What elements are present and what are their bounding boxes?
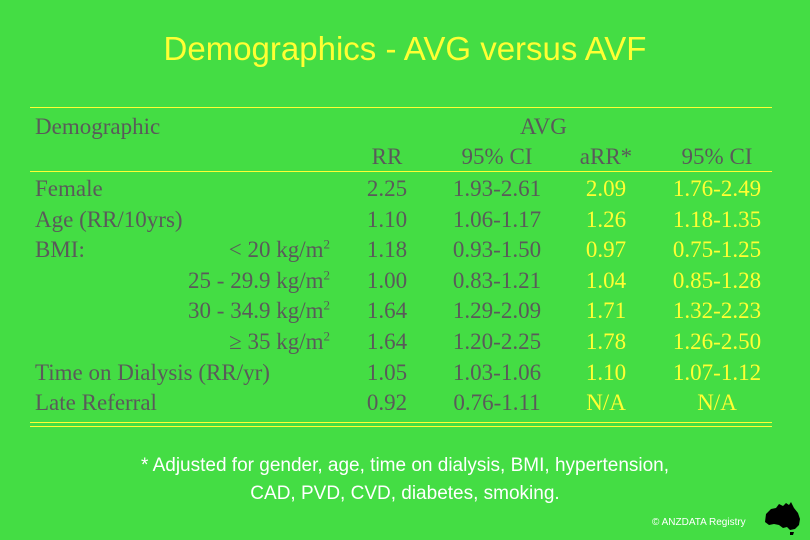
row-label: Age (RR/10yrs) — [35, 207, 183, 232]
row-sublabel: 30 - 34.9 kg/m2 — [188, 297, 330, 323]
footnote: * Adjusted for gender, age, time on dial… — [0, 452, 810, 508]
cell-ci2: 1.07-1.12 — [672, 360, 762, 385]
cell-ci2: 0.75-1.25 — [672, 237, 762, 262]
col-header-ci1: 95% CI — [461, 144, 533, 169]
slide-title: Demographics - AVG versus AVF — [163, 30, 647, 67]
cell-arr: 1.04 — [585, 268, 627, 293]
cell-ci2: 1.32-2.23 — [672, 298, 762, 323]
cell-rr: 1.10 — [366, 207, 408, 232]
cell-ci1: 1.93-2.61 — [452, 176, 542, 201]
cell-arr: 1.10 — [585, 360, 627, 385]
table-header-rule — [30, 171, 772, 172]
cell-ci2: N/A — [697, 390, 737, 415]
cell-arr: 1.78 — [585, 329, 627, 354]
header-demographic: Demographic — [35, 114, 161, 139]
cell-rr: 1.64 — [366, 298, 408, 323]
table-top-rule — [30, 107, 772, 108]
header-avg: AVG — [520, 114, 567, 139]
cell-ci1: 0.93-1.50 — [452, 237, 542, 262]
row-label: Female — [35, 176, 103, 201]
row-label: BMI: — [35, 237, 85, 262]
footnote-line-1: * Adjusted for gender, age, time on dial… — [140, 455, 670, 476]
cell-ci2: 1.76-2.49 — [672, 176, 762, 201]
australia-map-icon — [765, 502, 800, 535]
cell-arr: N/A — [586, 390, 626, 415]
cell-arr: 0.97 — [585, 237, 627, 262]
cell-arr: 2.09 — [585, 176, 627, 201]
cell-rr: 1.05 — [366, 360, 408, 385]
cell-ci1: 1.03-1.06 — [452, 360, 542, 385]
row-sublabel: 25 - 29.9 kg/m2 — [188, 267, 330, 293]
cell-rr: 1.00 — [366, 268, 408, 293]
row-label: Time on Dialysis (RR/yr) — [35, 360, 270, 385]
cell-ci1: 1.29-2.09 — [452, 298, 542, 323]
cell-arr: 1.71 — [585, 298, 627, 323]
table-bottom-rule-1 — [30, 422, 772, 423]
cell-rr: 2.25 — [366, 176, 408, 201]
col-header-ci2: 95% CI — [681, 144, 753, 169]
col-header-rr: RR — [371, 144, 403, 169]
cell-ci2: 1.26-2.50 — [672, 329, 762, 354]
row-sublabel: ≥ 35 kg/m2 — [229, 328, 330, 354]
cell-ci2: 1.18-1.35 — [672, 207, 762, 232]
col-header-arr: aRR* — [579, 144, 633, 169]
cell-arr: 1.26 — [585, 207, 627, 232]
copyright-text: © ANZDATA Registry — [652, 517, 746, 528]
cell-ci1: 0.83-1.21 — [452, 268, 542, 293]
row-label: Late Referral — [35, 390, 157, 415]
cell-rr: 0.92 — [366, 390, 408, 415]
cell-ci1: 1.20-2.25 — [452, 329, 542, 354]
cell-ci2: 0.85-1.28 — [672, 268, 762, 293]
cell-ci1: 0.76-1.11 — [453, 390, 541, 415]
cell-ci1: 1.06-1.17 — [452, 207, 542, 232]
row-sublabel: < 20 kg/m2 — [228, 236, 330, 262]
cell-rr: 1.18 — [366, 237, 408, 262]
footnote-line-2: CAD, PVD, CVD, diabetes, smoking. — [250, 483, 560, 504]
cell-rr: 1.64 — [366, 329, 408, 354]
table-bottom-rule-2 — [30, 426, 772, 427]
